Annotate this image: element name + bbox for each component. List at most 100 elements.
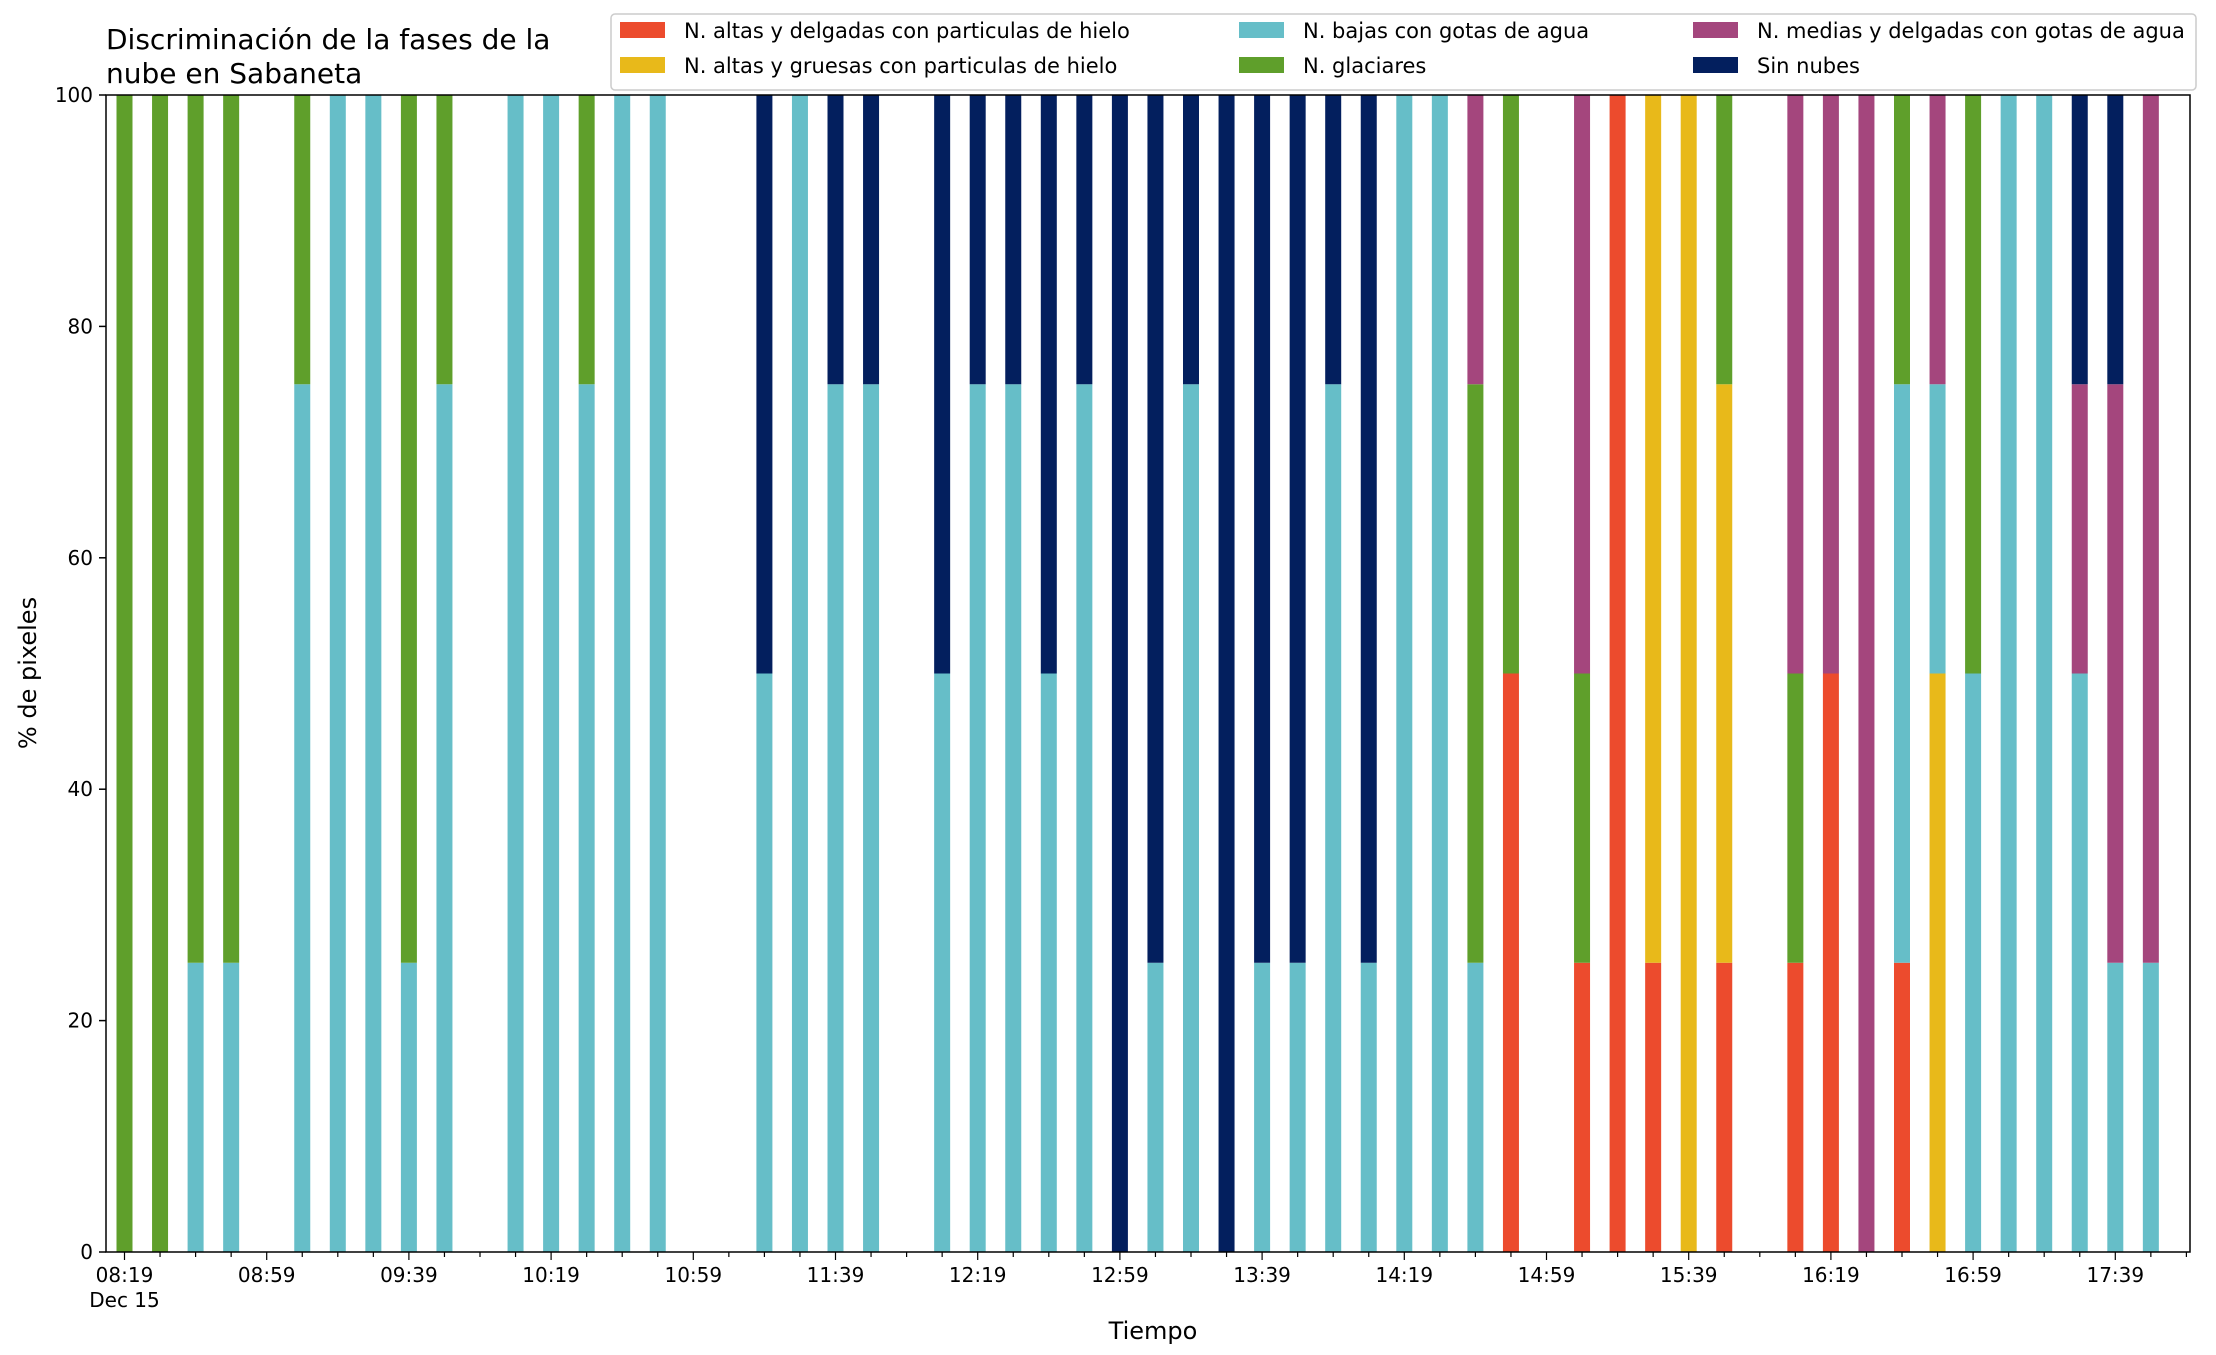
bar-1039-low_water bbox=[614, 95, 631, 1252]
bar-1219-low_water bbox=[969, 384, 986, 1252]
bar-0849-low_water bbox=[223, 962, 240, 1252]
bar-1219-clear bbox=[969, 95, 986, 385]
bar-1609-ice_thin bbox=[1787, 962, 1804, 1252]
bar-1649-ice_thick bbox=[1929, 673, 1946, 1252]
bar-1509-mid_water bbox=[1574, 95, 1591, 674]
legend-swatch-mid_water bbox=[1693, 22, 1738, 38]
bar-1719-low_water bbox=[2036, 95, 2053, 1252]
bar-1349-clear bbox=[1289, 95, 1306, 963]
y-tick-label-100: 100 bbox=[55, 83, 93, 107]
bar-1729-low_water bbox=[2071, 673, 2088, 1252]
bar-1729-mid_water bbox=[2071, 384, 2088, 674]
bar-0939-glacial bbox=[400, 95, 417, 963]
legend: N. altas y delgadas con particulas de hi… bbox=[610, 13, 2197, 91]
bar-1639-glacial bbox=[1894, 95, 1910, 385]
x-tick-label-0939: 09:39 bbox=[380, 1263, 438, 1287]
bar-1409-clear bbox=[1360, 95, 1377, 963]
bar-1249-clear bbox=[1076, 95, 1093, 385]
bar-1249-low_water bbox=[1076, 384, 1093, 1252]
bar-1739-mid_water bbox=[2107, 384, 2124, 963]
chart-title-line-2: nube en Sabaneta bbox=[106, 57, 362, 90]
x-axis-label: Tiempo bbox=[1108, 1317, 1198, 1345]
axes-frame bbox=[105, 94, 2191, 1253]
bar-1019-low_water bbox=[543, 95, 560, 1252]
bar-0909-low_water bbox=[294, 384, 311, 1252]
bar-1739-clear bbox=[2107, 95, 2124, 385]
legend-swatch-ice_thick bbox=[620, 57, 665, 73]
x-tick-label-1419: 14:19 bbox=[1375, 1263, 1433, 1287]
bar-1449-glacial bbox=[1502, 95, 1519, 674]
bar-1549-glacial bbox=[1716, 95, 1733, 385]
y-axis: 0 20 40 60 80 100 bbox=[55, 83, 106, 1264]
legend-label-mid_water: N. medias y delgadas con gotas de agua bbox=[1757, 19, 2185, 43]
bar-1119-clear bbox=[756, 95, 773, 674]
bar-1609-glacial bbox=[1787, 673, 1804, 963]
legend-label-low_water: N. bajas con gotas de agua bbox=[1303, 19, 1589, 43]
bar-1239-clear bbox=[1040, 95, 1057, 674]
bar-1649-mid_water bbox=[1929, 95, 1946, 385]
bar-0839-low_water bbox=[187, 962, 204, 1252]
bar-1409-low_water bbox=[1360, 962, 1377, 1252]
bar-1649-low_water bbox=[1929, 384, 1946, 674]
bar-0839-glacial bbox=[187, 95, 204, 963]
bar-1229-clear bbox=[1005, 95, 1022, 385]
bar-1749-low_water bbox=[2142, 962, 2159, 1252]
bar-1209-clear bbox=[934, 95, 951, 674]
bar-1339-low_water bbox=[1254, 962, 1271, 1252]
x-tick-label-1459: 14:59 bbox=[1518, 1263, 1576, 1287]
x-tick-label-1339: 13:39 bbox=[1233, 1263, 1291, 1287]
bar-1539-ice_thick bbox=[1680, 95, 1697, 1252]
bar-1029-glacial bbox=[578, 95, 595, 385]
bar-1349-low_water bbox=[1289, 962, 1306, 1252]
legend-label-ice_thick: N. altas y gruesas con particulas de hie… bbox=[684, 54, 1117, 78]
bar-1229-low_water bbox=[1005, 384, 1022, 1252]
legend-swatch-glacial bbox=[1239, 57, 1284, 73]
legend-swatch-clear bbox=[1693, 57, 1738, 73]
x-tick-label-0819: 08:19 bbox=[96, 1263, 154, 1287]
bar-1509-glacial bbox=[1574, 673, 1591, 963]
bar-1709-low_water bbox=[2000, 95, 2017, 1252]
bar-1309-clear bbox=[1147, 95, 1164, 963]
bar-1509-ice_thin bbox=[1574, 962, 1591, 1252]
legend-label-glacial: N. glaciares bbox=[1303, 54, 1426, 78]
bar-0929-low_water bbox=[365, 95, 382, 1252]
bar-1139-clear bbox=[827, 95, 844, 385]
chart-title-line-1: Discriminación de la fases de la bbox=[106, 23, 550, 56]
x-tick-label-1219: 12:19 bbox=[949, 1263, 1007, 1287]
bar-1739-low_water bbox=[2107, 962, 2124, 1252]
bar-1439-low_water bbox=[1467, 962, 1484, 1252]
bar-1519-ice_thin bbox=[1609, 95, 1626, 1252]
bar-1029-low_water bbox=[578, 384, 595, 1252]
bar-1339-clear bbox=[1254, 95, 1271, 963]
bar-1629-mid_water bbox=[1858, 95, 1875, 1252]
bar-1119-low_water bbox=[756, 673, 773, 1252]
bar-1129-low_water bbox=[791, 95, 808, 1252]
bar-1749-mid_water bbox=[2142, 95, 2159, 963]
bar-1639-ice_thin bbox=[1894, 962, 1910, 1252]
y-tick-label-20: 20 bbox=[68, 1009, 93, 1033]
x-tick-label-1619: 16:19 bbox=[1802, 1263, 1860, 1287]
bar-1619-ice_thin bbox=[1822, 673, 1839, 1252]
y-tick-label-80: 80 bbox=[68, 314, 93, 338]
bar-1359-low_water bbox=[1325, 384, 1342, 1252]
bar-1529-ice_thin bbox=[1645, 962, 1662, 1252]
bar-1319-clear bbox=[1183, 95, 1199, 385]
bar-1439-mid_water bbox=[1467, 95, 1484, 385]
bar-1149-low_water bbox=[863, 384, 880, 1252]
bar-1619-mid_water bbox=[1822, 95, 1839, 674]
bar-1439-glacial bbox=[1467, 384, 1484, 963]
bar-1359-clear bbox=[1325, 95, 1342, 385]
bar-1239-low_water bbox=[1040, 673, 1057, 1252]
x-date-label: Dec 15 bbox=[89, 1288, 160, 1312]
x-tick-label-0859: 08:59 bbox=[238, 1263, 296, 1287]
legend-swatch-ice_thin bbox=[620, 22, 665, 38]
x-axis: 08:19 08:59 09:39 10:19 10:59 11:39 12:19 12:59… bbox=[89, 1252, 2187, 1312]
x-tick-label-1019: 10:19 bbox=[522, 1263, 580, 1287]
bar-0829-glacial bbox=[152, 95, 169, 1252]
bar-1549-ice_thick bbox=[1716, 384, 1733, 963]
x-tick-label-1259: 12:59 bbox=[1091, 1263, 1149, 1287]
bars-group bbox=[116, 95, 2159, 1252]
bar-1009-low_water bbox=[507, 95, 524, 1252]
bar-1419-low_water bbox=[1396, 95, 1413, 1252]
